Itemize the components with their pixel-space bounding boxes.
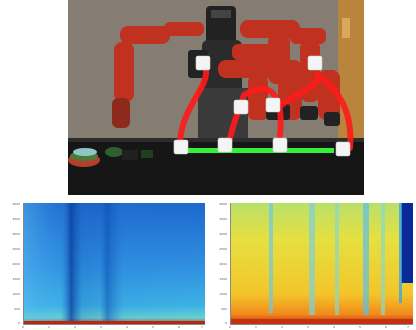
x-tick: 4 (333, 325, 335, 329)
left-heatmap (23, 203, 205, 325)
x-tick: 7 (407, 325, 409, 329)
y-tick: 0 (18, 321, 20, 325)
x-tick: 0 (229, 325, 231, 329)
y-tick: 2500 (12, 247, 20, 251)
y-tick: 3000 (12, 232, 20, 236)
y-tick: 500 (14, 307, 20, 311)
x-tick: 4 (126, 325, 128, 329)
x-tick: 3 (307, 325, 309, 329)
robot-scene-photo (68, 0, 364, 195)
x-tick: 1 (255, 325, 257, 329)
y-tick: 0 (225, 321, 227, 325)
y-tick: 2000 (219, 262, 227, 266)
x-tick: 5 (359, 325, 361, 329)
y-tick: 1500 (219, 277, 227, 281)
y-tick: 4000 (12, 202, 20, 206)
x-tick: 7 (201, 325, 203, 329)
robot-arms (112, 20, 340, 128)
x-tick: 0 (22, 325, 24, 329)
y-tick: 3500 (219, 217, 227, 221)
y-tick: 3000 (219, 232, 227, 236)
y-tick: 3500 (12, 217, 20, 221)
x-tick: 6 (385, 325, 387, 329)
right-heatmap (230, 203, 413, 325)
x-tick: 3 (100, 325, 102, 329)
x-tick: 6 (178, 325, 180, 329)
y-tick: 1500 (12, 277, 20, 281)
right-heatmap-dark-strip (401, 203, 413, 283)
y-tick: 500 (221, 307, 227, 311)
y-tick: 2500 (219, 247, 227, 251)
x-tick: 1 (48, 325, 50, 329)
y-tick: 1000 (219, 292, 227, 296)
x-tick: 2 (281, 325, 283, 329)
x-tick: 2 (74, 325, 76, 329)
bowl (105, 147, 123, 157)
y-tick: 4000 (219, 202, 227, 206)
x-tick: 5 (152, 325, 154, 329)
y-tick: 2000 (12, 262, 20, 266)
green-guide-line (186, 148, 334, 153)
cups (173, 55, 351, 157)
robot-scene-illustration (68, 0, 364, 195)
y-tick: 1000 (12, 292, 20, 296)
